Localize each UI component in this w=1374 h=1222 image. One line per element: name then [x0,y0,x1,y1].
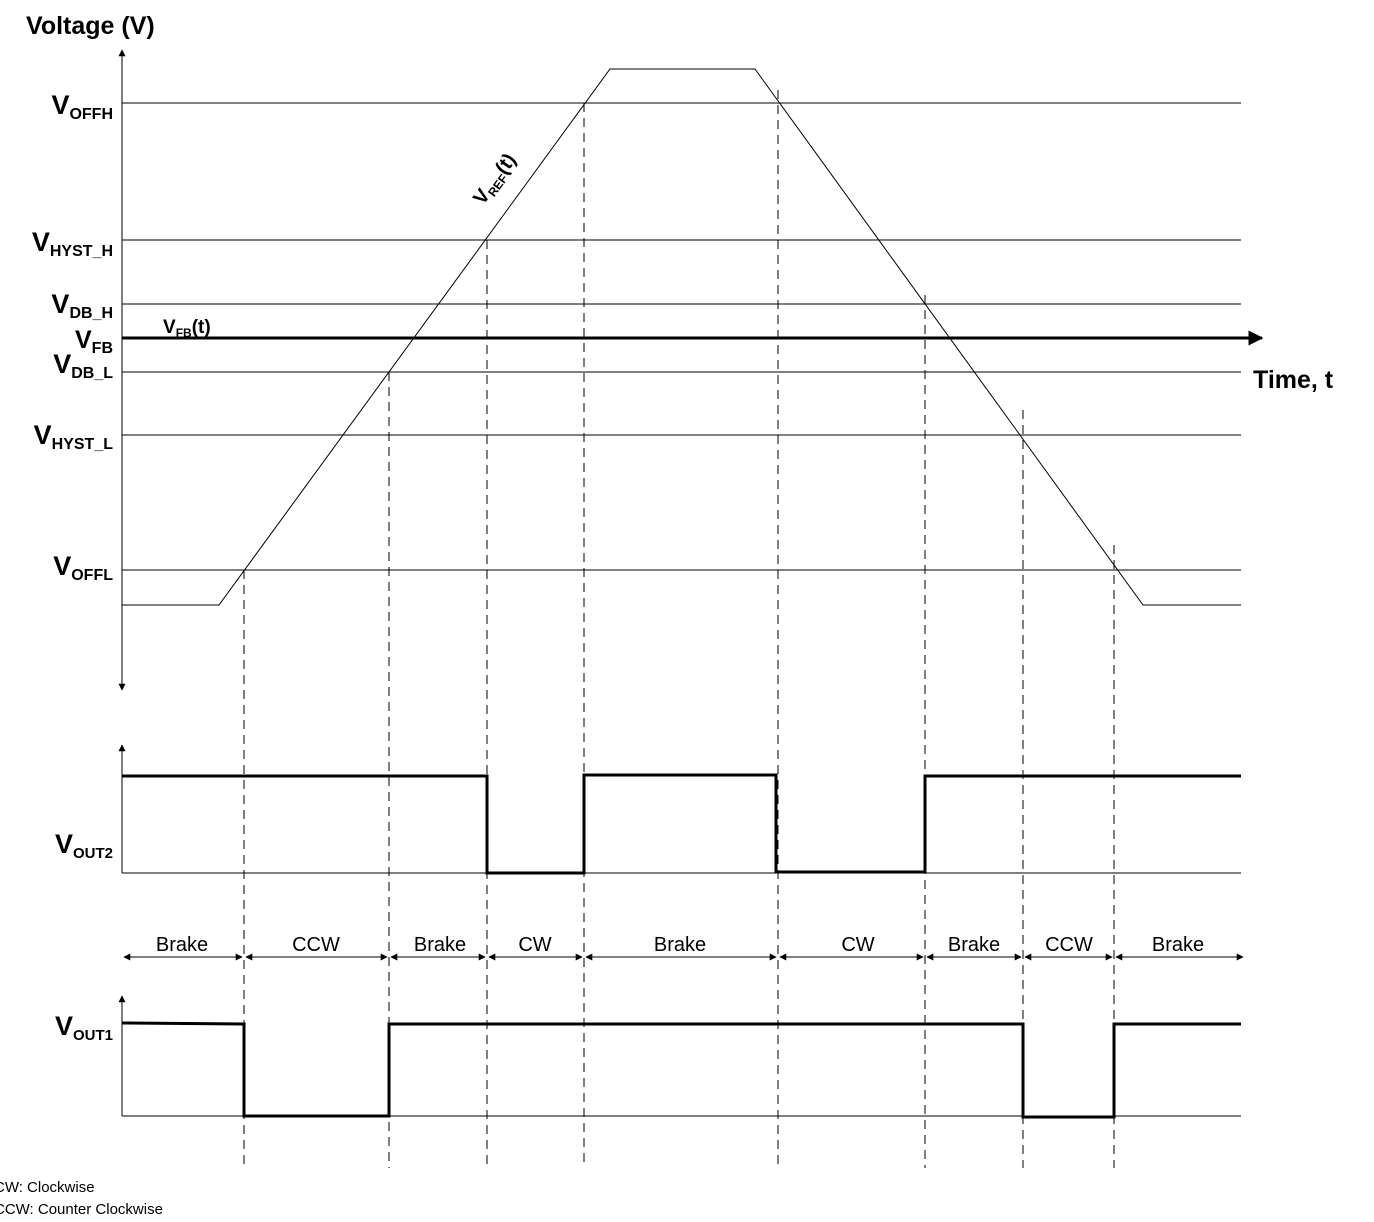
label-vdb-h: VDB_H [51,289,113,322]
label-vfb-t: VFB(t) [163,317,211,340]
label-voffh: VOFFH [51,90,113,123]
segment-label: Brake [1152,934,1204,956]
segment-label: Brake [414,934,466,956]
label-vfb: VFB [75,326,113,357]
legend-ccw: CCW: Counter Clockwise [0,1201,163,1218]
segment-label: Brake [654,934,706,956]
label-vref-t: VREF(t) [469,150,522,210]
label-vout2: VOUT2 [55,829,113,862]
segment-label: CCW [292,934,340,956]
vout2-waveform [122,775,1241,873]
segment-label: CW [841,934,874,956]
legend-cw: CW: Clockwise [0,1179,95,1196]
label-vhyst-l: VHYST_L [34,420,114,453]
segment-label: Brake [156,934,208,956]
vout1-waveform [122,1023,1241,1117]
x-axis-title: Time, t [1253,366,1334,394]
y-axis-title: Voltage (V) [26,12,155,40]
label-vout1: VOUT1 [55,1011,113,1044]
segment-label: CCW [1045,934,1093,956]
segment-label: CW [518,934,551,956]
segment-label: Brake [948,934,1000,956]
label-voffl: VOFFL [53,551,113,584]
segment-labels: Brake CCW Brake CW Brake CW Brake CCW Br… [156,934,1204,956]
label-vhyst-h: VHYST_H [32,227,113,260]
